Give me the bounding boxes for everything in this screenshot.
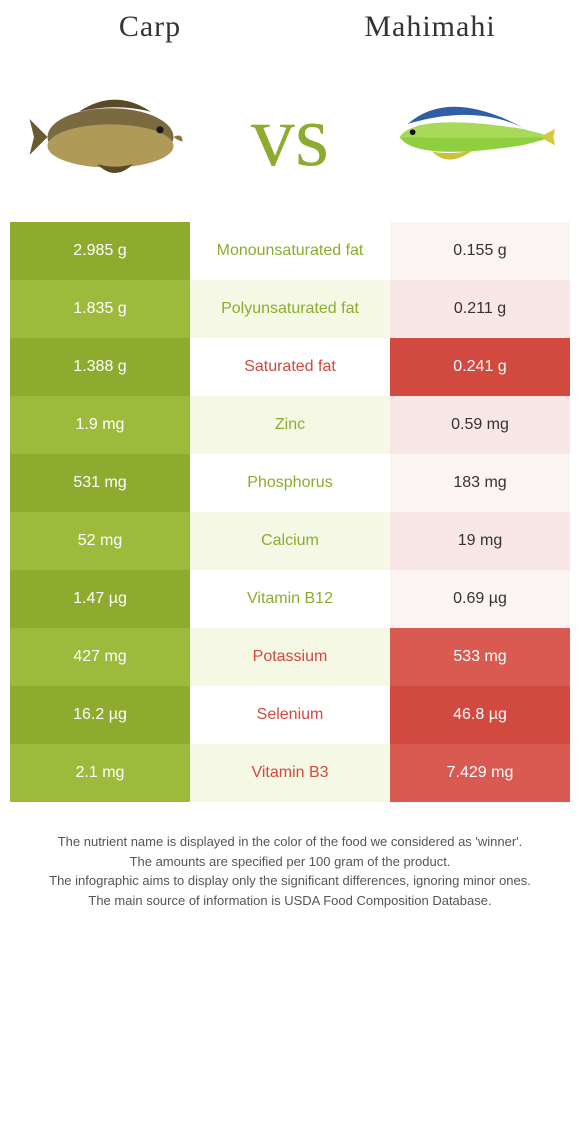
nutrient-label: Monounsaturated fat — [190, 222, 390, 280]
table-row: 531 mgPhosphorus183 mg — [10, 454, 570, 512]
nutrient-label: Vitamin B12 — [190, 570, 390, 628]
footer-line-1: The nutrient name is displayed in the co… — [20, 832, 560, 852]
right-value: 19 mg — [390, 512, 570, 570]
left-value: 2.1 mg — [10, 744, 190, 802]
nutrient-label: Calcium — [190, 512, 390, 570]
nutrient-label: Vitamin B3 — [190, 744, 390, 802]
left-value: 1.388 g — [10, 338, 190, 396]
footer-notes: The nutrient name is displayed in the co… — [0, 802, 580, 910]
left-title-col: Carp — [10, 10, 290, 52]
table-row: 427 mgPotassium533 mg — [10, 628, 570, 686]
header-titles: Carp Mahimahi — [0, 0, 580, 52]
right-title-col: Mahimahi — [290, 10, 570, 52]
vs-text: vs — [220, 93, 360, 181]
table-row: 2.985 gMonounsaturated fat0.155 g — [10, 222, 570, 280]
table-row: 2.1 mgVitamin B37.429 mg — [10, 744, 570, 802]
nutrient-label: Phosphorus — [190, 454, 390, 512]
table-row: 1.388 gSaturated fat0.241 g — [10, 338, 570, 396]
right-value: 0.155 g — [390, 222, 570, 280]
carp-icon — [25, 83, 205, 191]
images-row: vs — [0, 52, 580, 222]
footer-line-4: The main source of information is USDA F… — [20, 891, 560, 911]
nutrient-label: Polyunsaturated fat — [190, 280, 390, 338]
nutrient-table: 2.985 gMonounsaturated fat0.155 g1.835 g… — [0, 222, 580, 802]
table-row: 1.835 gPolyunsaturated fat0.211 g — [10, 280, 570, 338]
table-row: 52 mgCalcium19 mg — [10, 512, 570, 570]
right-title: Mahimahi — [290, 10, 570, 44]
nutrient-label: Potassium — [190, 628, 390, 686]
mahimahi-icon — [375, 88, 555, 186]
footer-line-2: The amounts are specified per 100 gram o… — [20, 852, 560, 872]
right-value: 533 mg — [390, 628, 570, 686]
right-value: 46.8 µg — [390, 686, 570, 744]
left-value: 1.47 µg — [10, 570, 190, 628]
left-value: 16.2 µg — [10, 686, 190, 744]
left-value: 1.9 mg — [10, 396, 190, 454]
left-value: 531 mg — [10, 454, 190, 512]
right-value: 0.241 g — [390, 338, 570, 396]
left-value: 2.985 g — [10, 222, 190, 280]
right-value: 7.429 mg — [390, 744, 570, 802]
table-row: 1.47 µgVitamin B120.69 µg — [10, 570, 570, 628]
right-value: 0.59 mg — [390, 396, 570, 454]
table-row: 16.2 µgSelenium46.8 µg — [10, 686, 570, 744]
footer-line-3: The infographic aims to display only the… — [20, 871, 560, 891]
nutrient-label: Saturated fat — [190, 338, 390, 396]
left-title: Carp — [10, 10, 290, 44]
left-value: 427 mg — [10, 628, 190, 686]
left-value: 52 mg — [10, 512, 190, 570]
nutrient-label: Zinc — [190, 396, 390, 454]
left-value: 1.835 g — [10, 280, 190, 338]
right-value: 0.211 g — [390, 280, 570, 338]
right-image-slot — [360, 52, 570, 222]
right-value: 183 mg — [390, 454, 570, 512]
table-row: 1.9 mgZinc0.59 mg — [10, 396, 570, 454]
nutrient-label: Selenium — [190, 686, 390, 744]
right-value: 0.69 µg — [390, 570, 570, 628]
left-image-slot — [10, 52, 220, 222]
